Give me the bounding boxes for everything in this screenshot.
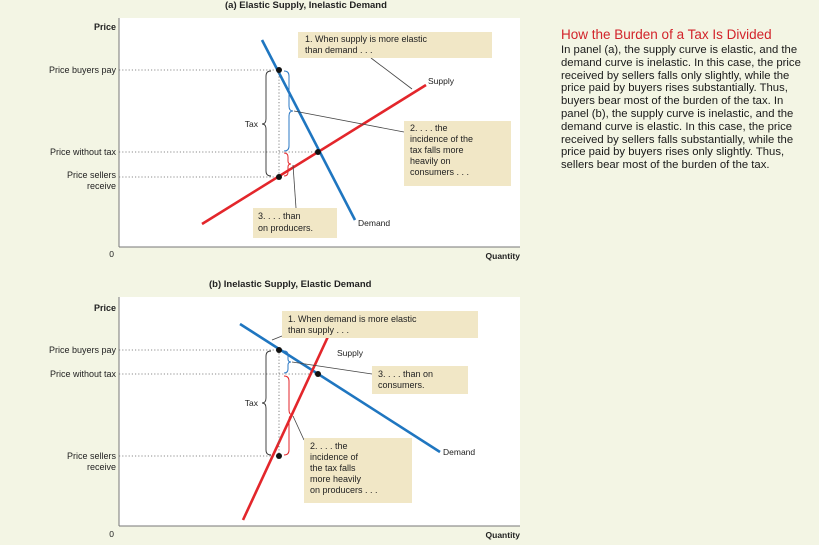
panel-b-point-buyers xyxy=(276,347,282,353)
panel-b-note3-line2: consumers. xyxy=(378,380,425,390)
panel-a-point-sellers xyxy=(276,174,282,180)
panel-b-xlabel: Quantity xyxy=(486,530,521,540)
panel-b-consumer-brace xyxy=(283,350,292,374)
panel-b-point-equilibrium xyxy=(315,371,321,377)
panel-b-note2-line4: more heavily xyxy=(310,474,362,484)
panel-a: (a) Elastic Supply, Inelastic Demand Pri… xyxy=(49,0,520,261)
panel-b-producer-brace xyxy=(283,375,294,456)
panel-a-note1-box xyxy=(298,32,492,58)
panel-a-note3-line1: 3. . . . than xyxy=(258,211,301,221)
panel-b-price-sellers-line2: receive xyxy=(87,462,116,472)
panel-a-supply-label: Supply xyxy=(428,76,455,86)
panel-a-note2-leader xyxy=(293,110,405,133)
panel-b-note3-box xyxy=(372,366,468,394)
panel-a-note2-line2: incidence of the xyxy=(410,134,473,144)
panel-a-note3-line2: on producers. xyxy=(258,223,313,233)
panel-a-point-buyers xyxy=(276,67,282,73)
panel-a-supply-curve xyxy=(201,83,427,226)
panel-b-tax-label: Tax xyxy=(245,398,259,408)
panel-a-origin: 0 xyxy=(109,249,114,259)
panel-b-point-sellers xyxy=(276,453,282,459)
panel-a-ylabel: Price xyxy=(94,22,116,32)
panel-a-note3-box xyxy=(253,208,337,238)
panel-b-note2-line1: 2. . . . the xyxy=(310,441,348,451)
panel-a-tax-brace xyxy=(261,70,272,177)
panel-b-price-buyers-pay: Price buyers pay xyxy=(49,345,117,355)
panel-a-note1-line2: than demand . . . xyxy=(305,45,373,55)
panel-b-note2-line5: on producers . . . xyxy=(310,485,378,495)
panel-a-point-equilibrium xyxy=(315,149,321,155)
panel-b-heading: (b) Inelastic Supply, Elastic Demand xyxy=(209,279,372,290)
caption-body: In panel (a), the supply curve is elasti… xyxy=(561,44,801,172)
panel-b-note1-line1: 1. When demand is more elastic xyxy=(288,314,417,324)
panel-a-price-buyers-pay: Price buyers pay xyxy=(49,65,117,75)
panel-b-supply-curve xyxy=(241,314,340,521)
panel-b-note2-box xyxy=(304,438,412,503)
panel-a-note2-line4: heavily on xyxy=(410,156,451,166)
panel-b-price-sellers-line1: Price sellers xyxy=(67,451,117,461)
panel-b-note1-leader xyxy=(271,335,283,341)
panel-b-tax-brace xyxy=(261,350,272,456)
panel-a-price-sellers-line1: Price sellers xyxy=(67,170,117,180)
panel-b-supply-label: Supply xyxy=(337,348,364,358)
panel-b-note1-box xyxy=(282,311,478,338)
panel-a-note3-leader xyxy=(292,164,297,209)
panel-a-note2-line3: tax falls more xyxy=(410,145,464,155)
panel-a-note2-box xyxy=(404,121,511,186)
panel-a-note2-line1: 2. . . . the xyxy=(410,123,448,133)
panel-b-note2-leader xyxy=(292,415,305,441)
panel-b: (b) Inelastic Supply, Elastic Demand Pri… xyxy=(49,279,520,540)
panel-a-price-sellers-line2: receive xyxy=(87,181,116,191)
panel-b-note1-line2: than supply . . . xyxy=(288,325,349,335)
panel-a-heading: (a) Elastic Supply, Inelastic Demand xyxy=(225,0,387,11)
panel-a-consumer-brace xyxy=(283,70,294,152)
panel-b-origin: 0 xyxy=(109,529,114,539)
panel-b-note3-leader xyxy=(291,361,373,375)
panel-b-note2-line3: the tax falls xyxy=(310,463,356,473)
panel-a-xlabel: Quantity xyxy=(486,251,521,261)
figure-caption: How the Burden of a Tax Is Divided In pa… xyxy=(561,28,801,172)
panel-a-note2-line5: consumers . . . xyxy=(410,167,469,177)
panel-b-demand-label: Demand xyxy=(443,447,475,457)
panel-b-note3-line1: 3. . . . than on xyxy=(378,369,433,379)
panel-b-demand-curve xyxy=(239,322,441,454)
panel-a-price-without-tax: Price without tax xyxy=(50,147,117,157)
panel-a-note1-leader xyxy=(370,57,413,90)
panel-a-note1-line1: 1. When supply is more elastic xyxy=(305,34,428,44)
panel-b-price-without-tax: Price without tax xyxy=(50,369,117,379)
caption-title: How the Burden of a Tax Is Divided xyxy=(561,27,772,42)
panel-a-tax-label: Tax xyxy=(245,119,259,129)
panel-a-producer-brace xyxy=(283,152,292,177)
panel-b-note2-line2: incidence of xyxy=(310,452,359,462)
panel-b-ylabel: Price xyxy=(94,303,116,313)
panel-a-demand-label: Demand xyxy=(358,218,390,228)
